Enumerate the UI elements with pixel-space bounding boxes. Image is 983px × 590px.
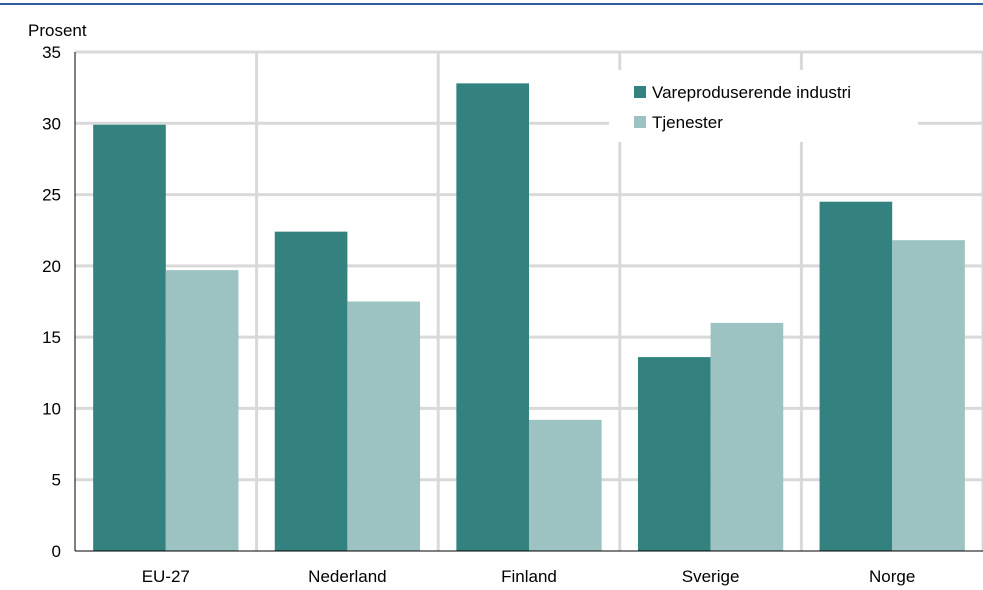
y-tick-label-2: 10 [42,399,61,418]
axes [74,52,983,552]
bar-tjenester-nederland [347,301,421,551]
x-tick-label-3: Sverige [682,567,740,586]
bar-tjenester-eu-27 [165,270,239,551]
y-tick-label-3: 15 [42,328,61,347]
y-tick-label-0: 0 [52,542,61,561]
legend-swatch-vareproduserende [634,86,646,98]
legend-label-tjenester: Tjenester [652,113,723,132]
y-tick-label-5: 25 [42,186,61,205]
x-tick-label-4: Norge [869,567,915,586]
y-tick-label-4: 20 [42,257,61,276]
y-tick-label-7: 35 [42,43,61,62]
bar-vareproduserende-eu-27 [93,124,166,551]
y-tick-label-1: 5 [52,471,61,490]
bar-vareproduserende-finland [456,83,529,551]
y-tick-labels: 0 5 10 15 20 25 30 35 [42,43,61,561]
bar-tjenester-norge [892,240,965,552]
x-tick-labels: EU-27 Nederland Finland Sverige Norge [142,567,916,586]
bar-vareproduserende-norge [819,201,893,551]
x-tick-label-0: EU-27 [142,567,190,586]
legend-swatch-tjenester [634,116,646,128]
bar-vareproduserende-sverige [637,357,711,551]
x-tick-label-2: Finland [501,567,557,586]
x-tick-label-1: Nederland [308,567,386,586]
bars [93,83,965,552]
bar-vareproduserende-nederland [274,231,348,551]
legend-box [609,70,918,142]
y-axis-label: Prosent [28,21,87,40]
y-tick-label-6: 30 [42,114,61,133]
bar-tjenester-sverige [710,322,784,551]
legend-label-vareproduserende: Vareproduserende industri [652,83,851,102]
bar-tjenester-finland [529,419,602,551]
legend: Vareproduserende industri Tjenester [609,70,918,142]
